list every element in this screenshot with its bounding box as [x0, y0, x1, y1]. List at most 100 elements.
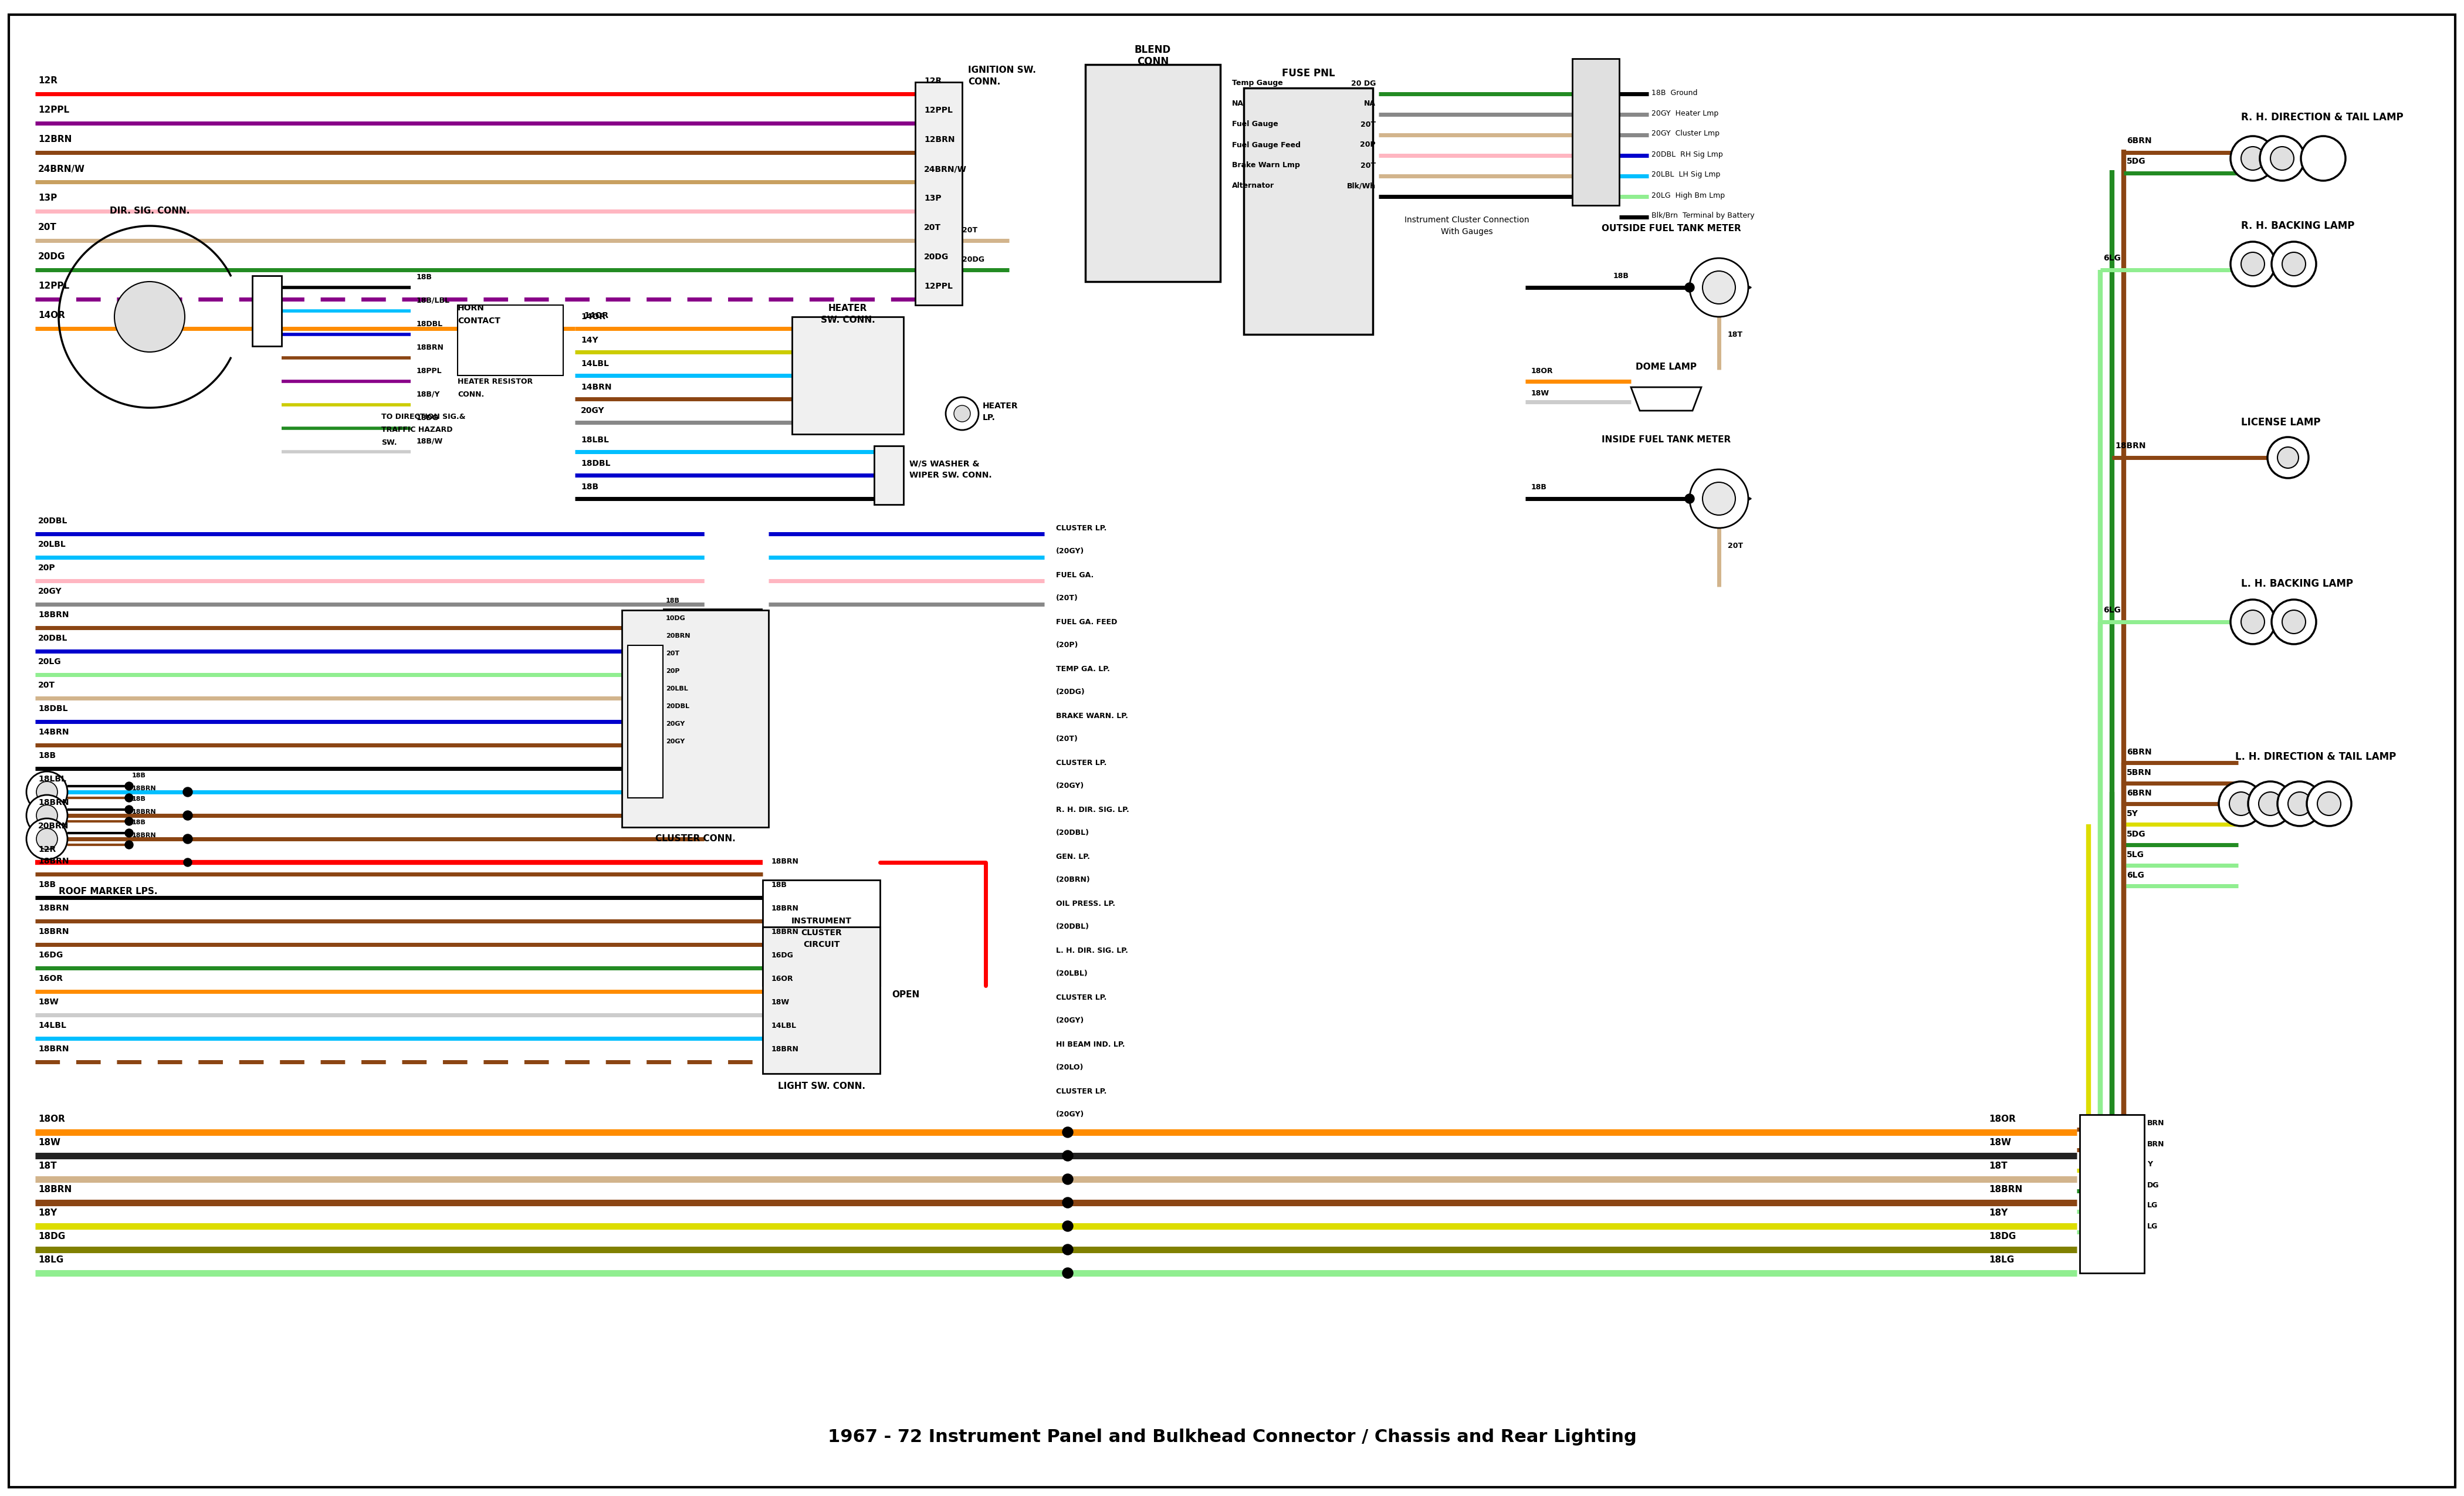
- Circle shape: [946, 396, 978, 429]
- Text: CONTACT: CONTACT: [458, 317, 500, 325]
- Text: 20DBL  RH Sig Lmp: 20DBL RH Sig Lmp: [1651, 151, 1722, 159]
- Text: Instrument Cluster Connection: Instrument Cluster Connection: [1404, 215, 1530, 224]
- Circle shape: [1062, 1221, 1072, 1231]
- Text: 20LBL: 20LBL: [37, 540, 67, 549]
- Text: Alternator: Alternator: [1232, 183, 1274, 190]
- Text: W/S WASHER &: W/S WASHER &: [909, 459, 981, 468]
- Circle shape: [2301, 136, 2346, 181]
- Text: 6BRN: 6BRN: [2126, 788, 2151, 797]
- Text: 20BRN: 20BRN: [665, 633, 690, 639]
- Text: Blk/Brn  Terminal by Battery: Blk/Brn Terminal by Battery: [1651, 212, 1754, 220]
- Circle shape: [2316, 791, 2341, 815]
- Text: 14BRN: 14BRN: [37, 729, 69, 736]
- Text: 20GY: 20GY: [582, 407, 604, 414]
- Text: TO DIRECTION SIG.&: TO DIRECTION SIG.&: [382, 413, 466, 420]
- Text: 18B: 18B: [37, 751, 57, 760]
- Circle shape: [2282, 610, 2306, 634]
- Text: 12PPL: 12PPL: [924, 283, 954, 290]
- Circle shape: [1062, 1267, 1072, 1279]
- Text: FUEL GA.: FUEL GA.: [1057, 571, 1094, 579]
- Text: 14OR: 14OR: [582, 313, 606, 322]
- Circle shape: [2282, 253, 2306, 275]
- Text: 6LG: 6LG: [2104, 606, 2122, 615]
- Text: 18PPL: 18PPL: [416, 367, 441, 374]
- Text: 20DG: 20DG: [37, 253, 67, 262]
- Text: L. H. DIR. SIG. LP.: L. H. DIR. SIG. LP.: [1057, 947, 1129, 954]
- Text: 12PPL: 12PPL: [924, 106, 954, 114]
- Text: 18BRN: 18BRN: [771, 857, 798, 865]
- Text: 12BRN: 12BRN: [924, 136, 956, 144]
- Text: CLUSTER CONN.: CLUSTER CONN.: [655, 835, 734, 844]
- Circle shape: [2272, 242, 2316, 286]
- Text: HEATER: HEATER: [828, 304, 867, 313]
- Circle shape: [2230, 600, 2274, 645]
- Text: R. H. DIRECTION & TAIL LAMP: R. H. DIRECTION & TAIL LAMP: [2242, 112, 2402, 123]
- Text: 12PPL: 12PPL: [37, 281, 69, 290]
- Text: BRN: BRN: [2146, 1119, 2163, 1128]
- Text: 5BRN: 5BRN: [2126, 769, 2151, 776]
- Text: (20LO): (20LO): [1057, 1064, 1084, 1071]
- Text: 18BRN: 18BRN: [771, 1046, 798, 1053]
- Text: 18B: 18B: [1614, 272, 1629, 280]
- Text: 18B/W: 18B/W: [416, 437, 444, 444]
- Text: 16DG: 16DG: [37, 951, 64, 959]
- Bar: [621, 610, 769, 827]
- Text: 20DG: 20DG: [924, 253, 949, 262]
- Text: 18BRN: 18BRN: [771, 905, 798, 913]
- Text: 12R: 12R: [37, 845, 57, 854]
- Bar: [628, 645, 663, 797]
- Text: 18T: 18T: [1988, 1162, 2008, 1171]
- Text: ROOF MARKER LPS.: ROOF MARKER LPS.: [59, 887, 158, 896]
- Circle shape: [2247, 781, 2292, 826]
- Text: Fuel Gauge: Fuel Gauge: [1232, 121, 1279, 129]
- Text: 18DBL: 18DBL: [37, 705, 69, 712]
- Text: (20BRN): (20BRN): [1057, 877, 1092, 884]
- Text: 18B  Ground: 18B Ground: [1651, 88, 1698, 97]
- Text: 6BRN: 6BRN: [2126, 748, 2151, 755]
- Text: LG: LG: [2146, 1222, 2158, 1230]
- Text: (20LBL): (20LBL): [1057, 969, 1089, 978]
- Circle shape: [954, 405, 971, 422]
- Text: TRAFFIC HAZARD: TRAFFIC HAZARD: [382, 426, 453, 434]
- Text: 14Y: 14Y: [582, 337, 599, 344]
- Text: 6BRN: 6BRN: [2126, 136, 2151, 145]
- Text: 18LG: 18LG: [37, 1255, 64, 1264]
- Text: FUSE PNL: FUSE PNL: [1281, 67, 1335, 79]
- Circle shape: [126, 841, 133, 848]
- Text: 20T: 20T: [37, 681, 54, 690]
- Text: 12R: 12R: [37, 76, 57, 85]
- Text: L. H. DIRECTION & TAIL LAMP: L. H. DIRECTION & TAIL LAMP: [2235, 751, 2395, 761]
- Text: CLUSTER LP.: CLUSTER LP.: [1057, 993, 1106, 1001]
- Bar: [1244, 88, 1372, 335]
- Text: CIRCUIT: CIRCUIT: [803, 941, 840, 948]
- Text: NA: NA: [1365, 100, 1375, 108]
- Text: 5DG: 5DG: [2126, 830, 2146, 838]
- Text: HI BEAM IND. LP.: HI BEAM IND. LP.: [1057, 1040, 1126, 1049]
- Text: 18OR: 18OR: [37, 1115, 64, 1123]
- Text: 14OR: 14OR: [37, 311, 64, 320]
- Bar: [458, 305, 564, 375]
- Text: Y: Y: [2146, 1161, 2154, 1168]
- Text: 18B: 18B: [37, 881, 57, 889]
- Text: LIGHT SW. CONN.: LIGHT SW. CONN.: [779, 1082, 865, 1091]
- Text: 20P: 20P: [37, 564, 57, 571]
- Text: OIL PRESS. LP.: OIL PRESS. LP.: [1057, 899, 1116, 907]
- Circle shape: [126, 817, 133, 826]
- Text: CLUSTER LP.: CLUSTER LP.: [1057, 524, 1106, 531]
- Text: DOME LAMP: DOME LAMP: [1636, 362, 1698, 371]
- Text: 18Y: 18Y: [1988, 1209, 2008, 1218]
- Text: BLEND: BLEND: [1133, 45, 1170, 55]
- Text: OPEN: OPEN: [892, 990, 919, 999]
- Circle shape: [126, 794, 133, 802]
- Circle shape: [2277, 781, 2321, 826]
- Text: 14LBL: 14LBL: [37, 1022, 67, 1029]
- Circle shape: [2277, 447, 2299, 468]
- Text: 18W: 18W: [771, 998, 791, 1005]
- Text: 20GY  Cluster Lmp: 20GY Cluster Lmp: [1651, 130, 1720, 138]
- Text: LICENSE LAMP: LICENSE LAMP: [2242, 417, 2321, 428]
- Circle shape: [2230, 136, 2274, 181]
- Text: (20T): (20T): [1057, 594, 1079, 603]
- Text: 18BRN: 18BRN: [771, 928, 798, 935]
- Circle shape: [2230, 791, 2252, 815]
- Circle shape: [1690, 259, 1749, 317]
